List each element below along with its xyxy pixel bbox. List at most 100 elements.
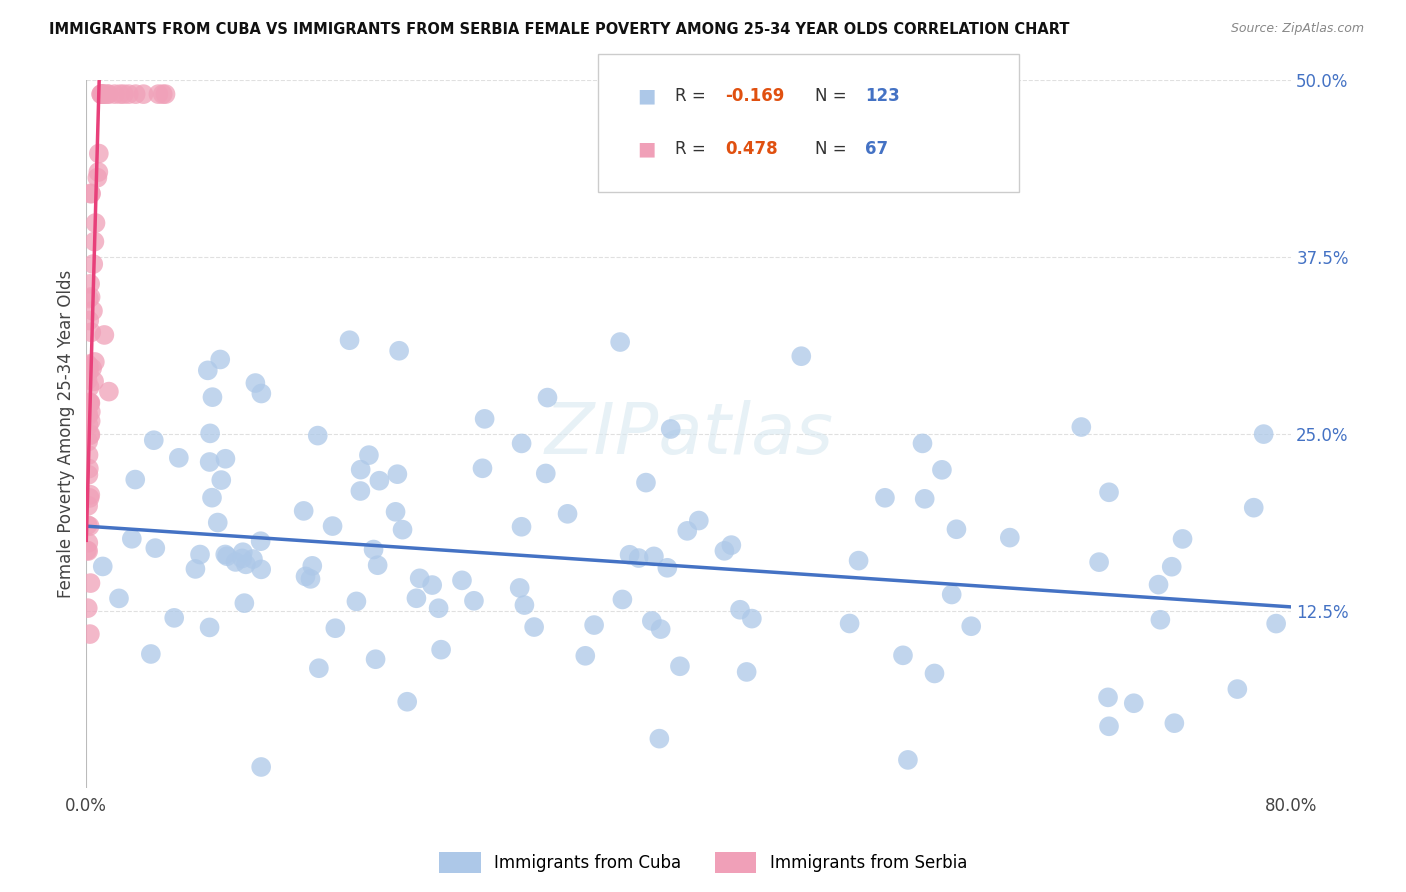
Point xyxy=(650,622,672,636)
Point xyxy=(322,519,344,533)
Point xyxy=(1098,719,1121,733)
Point xyxy=(77,357,100,371)
Point xyxy=(108,591,131,606)
Point xyxy=(76,543,98,558)
Point xyxy=(139,647,162,661)
Point xyxy=(245,376,267,390)
Point xyxy=(1265,616,1288,631)
Point xyxy=(420,578,443,592)
Point xyxy=(231,551,253,566)
Point xyxy=(294,569,316,583)
Point xyxy=(90,87,112,102)
Point xyxy=(118,87,141,102)
Point xyxy=(534,467,557,481)
Point xyxy=(1070,420,1092,434)
Point xyxy=(79,395,101,409)
Point xyxy=(235,558,257,572)
Point xyxy=(79,414,101,428)
Point xyxy=(914,491,936,506)
Point xyxy=(299,572,322,586)
Point xyxy=(536,391,558,405)
Text: R =: R = xyxy=(675,140,711,158)
Point xyxy=(79,277,101,291)
Point xyxy=(77,461,100,475)
Point xyxy=(132,87,155,102)
Point xyxy=(619,548,641,562)
Point xyxy=(232,545,254,559)
Point xyxy=(349,483,371,498)
Point xyxy=(388,343,411,358)
Point xyxy=(124,87,146,102)
Legend: Immigrants from Cuba, Immigrants from Serbia: Immigrants from Cuba, Immigrants from Se… xyxy=(433,846,973,880)
Point xyxy=(250,386,273,401)
Point xyxy=(93,328,115,343)
Point xyxy=(523,620,546,634)
Point xyxy=(688,514,710,528)
Point xyxy=(350,463,373,477)
Point xyxy=(924,666,946,681)
Point xyxy=(387,467,409,482)
Point xyxy=(1243,500,1265,515)
Point xyxy=(612,592,634,607)
Point xyxy=(209,473,232,487)
Point xyxy=(108,87,131,102)
Point xyxy=(80,326,103,340)
Point xyxy=(250,562,273,576)
Point xyxy=(163,611,186,625)
Point xyxy=(76,601,98,615)
Point xyxy=(1171,532,1194,546)
Point xyxy=(408,571,430,585)
Point xyxy=(76,405,98,419)
Point xyxy=(197,363,219,377)
Point xyxy=(83,374,105,388)
Point xyxy=(1163,716,1185,731)
Point xyxy=(79,396,101,410)
Point xyxy=(79,519,101,533)
Point xyxy=(931,463,953,477)
Point xyxy=(87,146,110,161)
Point xyxy=(83,235,105,249)
Point xyxy=(143,541,166,555)
Point xyxy=(634,475,657,490)
Point xyxy=(308,661,330,675)
Point xyxy=(364,652,387,666)
Point xyxy=(368,474,391,488)
Point xyxy=(86,170,108,185)
Point xyxy=(79,290,101,304)
Point xyxy=(242,552,264,566)
Point xyxy=(451,574,474,588)
Point xyxy=(201,491,224,505)
Text: Source: ZipAtlas.com: Source: ZipAtlas.com xyxy=(1230,22,1364,36)
Point xyxy=(1226,682,1249,697)
Point xyxy=(998,531,1021,545)
Point xyxy=(1149,613,1171,627)
Point xyxy=(363,542,385,557)
Point xyxy=(84,216,107,230)
Point xyxy=(513,598,536,612)
Text: ■: ■ xyxy=(637,87,655,105)
Point xyxy=(91,87,114,102)
Point xyxy=(643,549,665,564)
Point xyxy=(112,87,135,102)
Point xyxy=(510,436,533,450)
Point xyxy=(77,359,100,374)
Y-axis label: Female Poverty Among 25-34 Year Olds: Female Poverty Among 25-34 Year Olds xyxy=(58,270,75,599)
Point xyxy=(83,355,105,369)
Point xyxy=(77,365,100,379)
Point xyxy=(250,760,273,774)
Point xyxy=(405,591,427,606)
Point xyxy=(427,601,450,615)
Point xyxy=(77,448,100,462)
Point xyxy=(76,373,98,387)
Point xyxy=(97,384,120,399)
Point xyxy=(233,596,256,610)
Point xyxy=(77,536,100,550)
Point xyxy=(713,544,735,558)
Point xyxy=(1097,690,1119,705)
Point xyxy=(77,313,100,327)
Point xyxy=(82,303,104,318)
Point xyxy=(583,618,606,632)
Point xyxy=(124,473,146,487)
Point xyxy=(728,603,751,617)
Point xyxy=(509,581,531,595)
